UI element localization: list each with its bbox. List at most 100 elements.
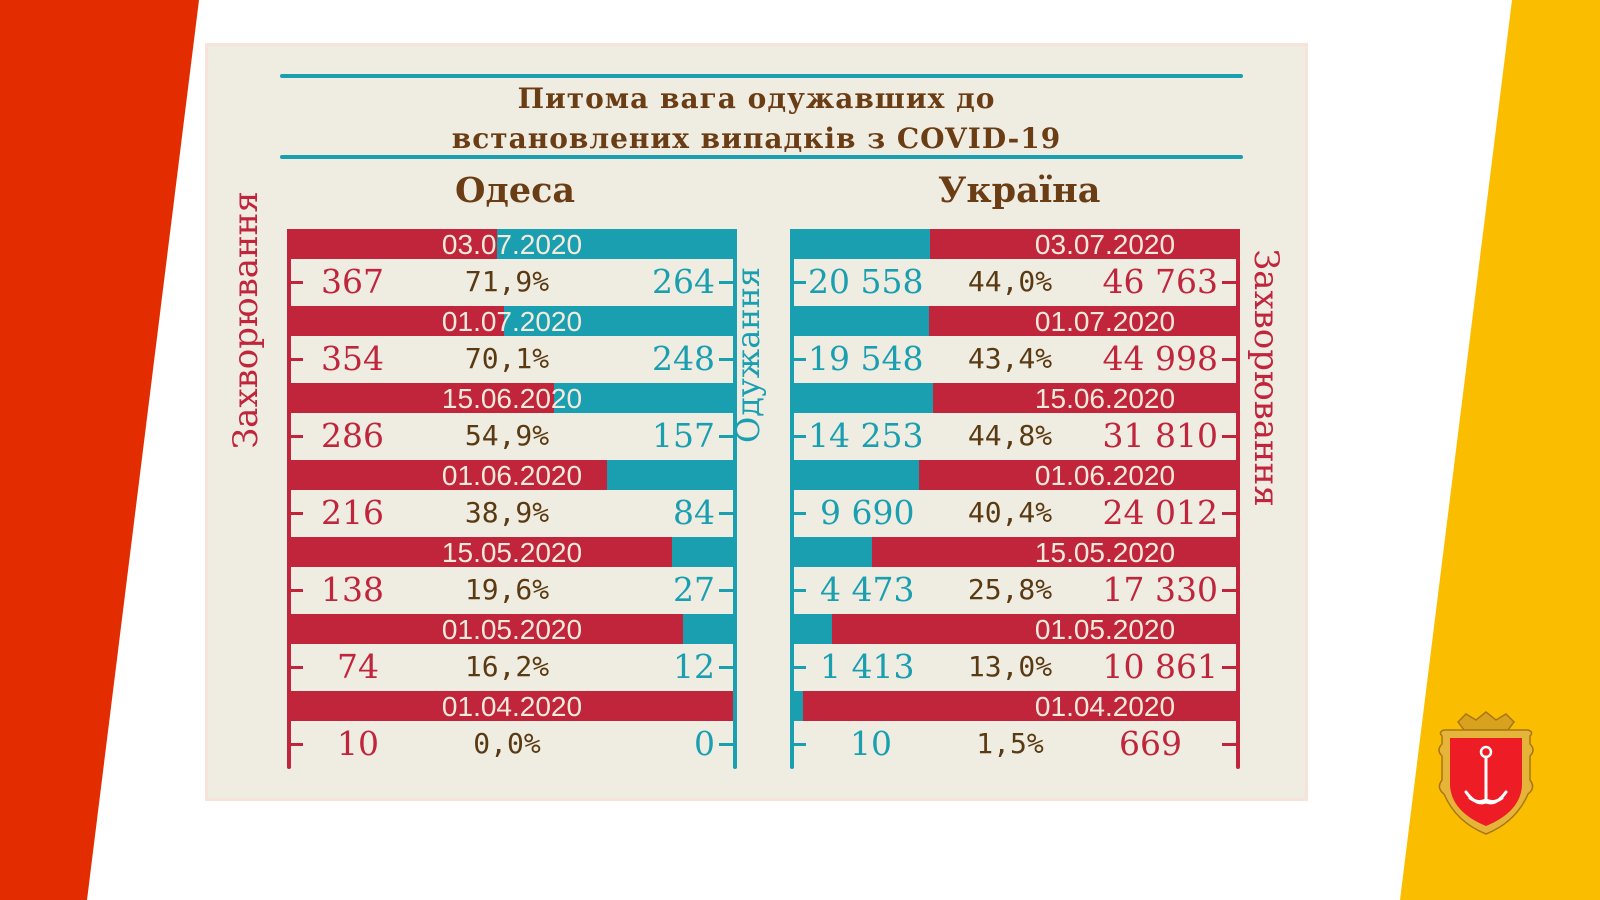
recovery-share-pct: 38,9% — [464, 496, 550, 529]
tick-mark — [289, 435, 303, 438]
recovered-value: 4 473 — [820, 570, 915, 609]
recovery-share-pct: 40,4% — [967, 496, 1053, 529]
tick-mark — [792, 281, 806, 284]
cases-segment — [287, 614, 683, 644]
value-row: 1 413 13,0% 10 861 — [790, 646, 1240, 688]
tick-mark — [1222, 743, 1236, 746]
recovered-segment — [790, 691, 803, 721]
recovered-value: 14 253 — [808, 416, 924, 455]
tick-mark — [719, 512, 733, 515]
tick-mark — [792, 512, 806, 515]
infographic-card: Питома вага одужавших до встановлених ви… — [205, 43, 1308, 801]
recovery-share-pct: 71,9% — [464, 265, 550, 298]
date-label: 01.07.2020 — [441, 306, 583, 337]
cases-segment — [287, 306, 504, 336]
tick-mark — [1222, 358, 1236, 361]
tick-mark — [792, 435, 806, 438]
date-bar: 03.07.2020 — [790, 229, 1240, 260]
cases-segment — [287, 383, 554, 413]
recovered-segment — [790, 383, 933, 413]
date-label: 01.05.2020 — [1034, 614, 1176, 645]
odesa-recovered-axis — [733, 229, 737, 769]
tick-mark — [792, 743, 806, 746]
odesa-cases-axis — [287, 229, 291, 769]
value-row: 4 473 25,8% 17 330 — [790, 569, 1240, 611]
date-bar: 01.04.2020 — [790, 691, 1240, 722]
tick-mark — [792, 589, 806, 592]
left-red-stripe — [0, 0, 199, 900]
cases-value: 367 — [321, 262, 384, 301]
recovered-segment — [497, 229, 737, 259]
recovered-value: 27 — [673, 570, 715, 609]
tick-mark — [1222, 512, 1236, 515]
cases-segment — [930, 229, 1240, 259]
recovered-segment — [790, 306, 929, 336]
tick-mark — [719, 281, 733, 284]
recovery-share-pct: 54,9% — [464, 419, 550, 452]
recovered-segment — [504, 306, 737, 336]
recovered-value: 12 — [673, 647, 715, 686]
tick-mark — [289, 358, 303, 361]
title-rule-bottom — [280, 155, 1243, 159]
tick-mark — [1222, 589, 1236, 592]
cases-segment — [933, 383, 1240, 413]
axis-label-cases-odesa: Захворювання — [226, 191, 266, 449]
cases-segment — [287, 460, 607, 490]
recovered-value: 9 690 — [820, 493, 915, 532]
odesa-coat-of-arms-icon — [1438, 711, 1534, 835]
ukraine-chart: 03.07.2020 20 558 44,0% 46 763 01.07.2020 19 … — [790, 229, 1240, 769]
cases-segment — [803, 691, 1240, 721]
recovered-segment — [790, 460, 919, 490]
tick-mark — [719, 358, 733, 361]
cases-value: 31 810 — [1102, 416, 1218, 455]
date-label: 01.05.2020 — [441, 614, 583, 645]
tick-mark — [719, 435, 733, 438]
date-label: 15.05.2020 — [1034, 537, 1176, 568]
tick-mark — [792, 666, 806, 669]
recovered-segment — [672, 537, 737, 567]
recovered-segment — [683, 614, 737, 644]
value-row: 10 0,0% 0 — [287, 723, 737, 765]
date-bar: 01.06.2020 — [287, 460, 737, 491]
date-label: 01.06.2020 — [441, 460, 583, 491]
recovery-share-pct: 0,0% — [473, 727, 541, 760]
cases-segment — [287, 229, 497, 259]
title-rule-top — [280, 74, 1243, 78]
axis-label-cases-ukraine: Захворювання — [1246, 249, 1286, 507]
tick-mark — [792, 358, 806, 361]
cases-value: 46 763 — [1102, 262, 1218, 301]
date-bar: 01.06.2020 — [790, 460, 1240, 491]
cases-segment — [287, 691, 733, 721]
tick-mark — [719, 589, 733, 592]
date-bar: 01.05.2020 — [790, 614, 1240, 645]
date-label: 15.06.2020 — [1034, 383, 1176, 414]
recovered-segment — [790, 537, 872, 567]
value-row: 14 253 44,8% 31 810 — [790, 415, 1240, 457]
cases-value: 216 — [321, 493, 384, 532]
recovered-value: 10 — [850, 724, 892, 763]
recovery-share-pct: 13,0% — [967, 650, 1053, 683]
recovery-share-pct: 44,8% — [967, 419, 1053, 452]
date-bar: 01.05.2020 — [287, 614, 737, 645]
date-label: 03.07.2020 — [1034, 229, 1176, 260]
date-bar: 03.07.2020 — [287, 229, 737, 260]
date-bar: 01.04.2020 — [287, 691, 737, 722]
value-row: 9 690 40,4% 24 012 — [790, 492, 1240, 534]
recovered-value: 264 — [652, 262, 715, 301]
date-label: 03.07.2020 — [441, 229, 583, 260]
date-bar: 15.05.2020 — [790, 537, 1240, 568]
cases-segment — [832, 614, 1240, 644]
chart-title-line2: встановлених випадків з COVID-19 — [451, 122, 1062, 155]
chart-title-line1: Питома вага одужавших до — [517, 82, 996, 115]
tick-mark — [289, 281, 303, 284]
region-title-odesa: Одеса — [455, 170, 576, 211]
cases-value: 138 — [321, 570, 384, 609]
date-label: 01.07.2020 — [1034, 306, 1176, 337]
recovered-value: 157 — [652, 416, 715, 455]
value-row: 10 1,5% 669 — [790, 723, 1240, 765]
date-label: 15.06.2020 — [441, 383, 583, 414]
date-bar: 15.06.2020 — [287, 383, 737, 414]
cases-value: 44 998 — [1102, 339, 1218, 378]
cases-value: 74 — [337, 647, 379, 686]
cases-value: 354 — [321, 339, 384, 378]
